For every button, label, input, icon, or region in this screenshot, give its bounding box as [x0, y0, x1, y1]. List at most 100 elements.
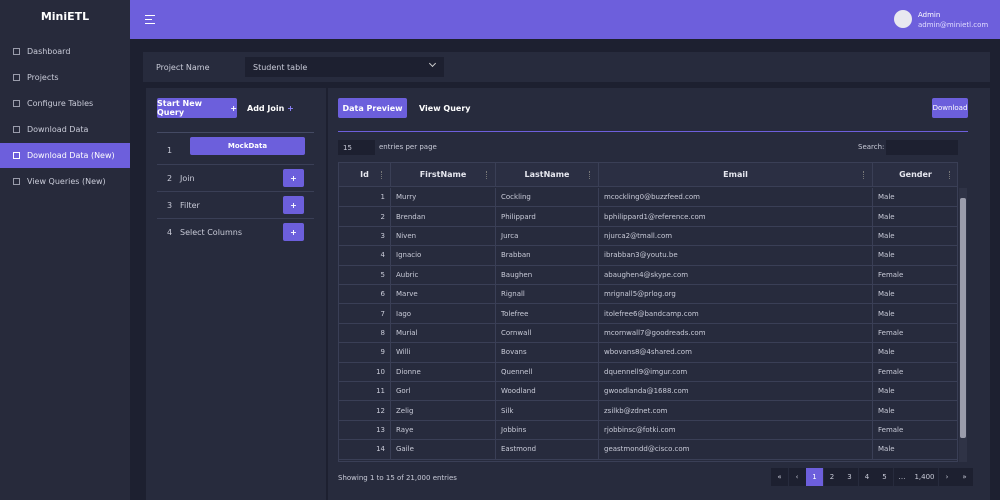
- column-title: Id: [360, 170, 369, 179]
- table-row: 10 Dionne Quennell dquennell9@imgur.com Fema…: [339, 362, 957, 382]
- data-preview-tab[interactable]: Data Preview: [338, 98, 407, 118]
- sidebar: MiniETL Dashboard Projects Configure Table…: [0, 0, 130, 500]
- page-button[interactable]: »: [956, 468, 973, 486]
- page-size-select[interactable]: 15: [338, 140, 375, 155]
- table-cell: Aubric: [391, 265, 496, 284]
- table-cell: 5: [339, 265, 391, 284]
- table-cell: Ignacio: [391, 246, 496, 265]
- page-size: 15: [343, 144, 352, 152]
- table-cell: Male: [873, 207, 957, 225]
- step-number: 1: [167, 146, 173, 155]
- column-header[interactable]: Gender: [873, 163, 957, 186]
- column-header[interactable]: Id: [339, 163, 391, 186]
- table-cell: Murial: [391, 323, 496, 343]
- table-cell: mcockling0@buzzfeed.com: [599, 188, 873, 207]
- table-cell: dquennell9@imgur.com: [599, 362, 873, 381]
- sort-icon: [863, 171, 866, 179]
- column-title: Gender: [899, 170, 932, 179]
- sort-icon: [949, 171, 952, 179]
- table-cell: geastmondd@cisco.com: [599, 440, 873, 459]
- table-cell: 13: [339, 420, 391, 440]
- table-cell: Baughen: [496, 265, 599, 284]
- step-label: MockData: [227, 142, 268, 150]
- table-cell: Cockling: [496, 188, 599, 207]
- table-cell: Female: [873, 421, 957, 439]
- step-source-button[interactable]: MockData: [190, 137, 305, 155]
- nav-item[interactable]: Configure Tables: [0, 91, 130, 116]
- add-join-button[interactable]: Add Join +: [247, 104, 294, 113]
- table-cell: Brabban: [496, 246, 599, 265]
- column-header[interactable]: LastName: [496, 163, 599, 186]
- table-cell: Jurca: [496, 226, 599, 246]
- button-text: Download: [932, 104, 968, 112]
- table-cell: Male: [873, 382, 957, 400]
- page-button[interactable]: 3: [841, 468, 858, 486]
- page-button[interactable]: 1,400: [911, 468, 938, 486]
- column-header[interactable]: FirstName: [391, 163, 496, 186]
- table-cell: Male: [873, 227, 957, 245]
- table-cell: 14: [339, 440, 391, 459]
- table-cell: Gaile: [391, 440, 496, 459]
- user-name: Admin: [918, 11, 941, 19]
- menu-toggle[interactable]: [145, 15, 155, 24]
- page-button[interactable]: …: [893, 468, 911, 486]
- nav-label: Projects: [27, 73, 59, 82]
- nav-item[interactable]: Projects: [0, 65, 130, 90]
- table-cell: Brendan: [391, 207, 496, 226]
- project-select[interactable]: Student table: [245, 57, 444, 77]
- table-cell: Iago: [391, 304, 496, 323]
- table-cell: Willi: [391, 343, 496, 362]
- table-cell: Male: [873, 188, 957, 206]
- view-query-tab[interactable]: View Query: [419, 104, 470, 113]
- table-cell: Female: [873, 363, 957, 381]
- table-row: 3 Niven Jurca njurca2@tmall.com Male: [339, 226, 957, 247]
- search-label: Search:: [858, 143, 885, 151]
- start-query-button[interactable]: Start New Query +: [157, 98, 237, 118]
- table-cell: 9: [339, 343, 391, 362]
- nav-item[interactable]: Download Data: [0, 117, 130, 142]
- nav-item[interactable]: Download Data (New): [0, 143, 130, 168]
- page-button[interactable]: «: [771, 468, 788, 486]
- table-row: 6 Marve Rignall mrignall5@prlog.org Male: [339, 285, 957, 305]
- table-row: 4 Ignacio Brabban ibrabban3@youtu.be Male: [339, 246, 957, 266]
- page-button[interactable]: 5: [876, 468, 893, 486]
- page-button[interactable]: 1: [806, 468, 823, 486]
- search-input[interactable]: [886, 140, 958, 155]
- nav-icon: [13, 152, 20, 159]
- project-value: Student table: [253, 63, 308, 72]
- table-cell: 10: [339, 362, 391, 381]
- table-cell: mcornwall7@goodreads.com: [599, 323, 873, 343]
- download-button[interactable]: Download: [932, 98, 968, 118]
- page-button[interactable]: 4: [858, 468, 876, 486]
- table-row: 5 Aubric Baughen abaughen4@skype.com Female: [339, 265, 957, 285]
- table-cell: Rignall: [496, 285, 599, 304]
- sort-icon: [381, 171, 384, 179]
- page-button[interactable]: ›: [938, 468, 956, 486]
- add-step-button[interactable]: +: [283, 169, 304, 187]
- scrollbar[interactable]: [959, 188, 967, 462]
- page-button[interactable]: 2: [823, 468, 841, 486]
- table-cell: gwoodlanda@1688.com: [599, 382, 873, 401]
- nav-icon: [13, 126, 20, 133]
- add-step-button[interactable]: +: [283, 196, 304, 214]
- nav-item[interactable]: Dashboard: [0, 39, 130, 64]
- avatar[interactable]: [894, 10, 912, 28]
- nav-icon: [13, 100, 20, 107]
- step-row: 3 Filter +: [157, 191, 314, 217]
- table-cell: wbovans8@4shared.com: [599, 343, 873, 362]
- user-email: admin@minietl.com: [918, 21, 989, 29]
- page-button[interactable]: ‹: [788, 468, 806, 486]
- table-cell: Marve: [391, 285, 496, 304]
- project-bar: Project Name Student table: [143, 52, 990, 82]
- step-number: 3: [167, 201, 173, 210]
- table-cell: bphilippard1@reference.com: [599, 207, 873, 226]
- nav-icon: [13, 74, 20, 81]
- column-header[interactable]: Email: [599, 163, 873, 186]
- step-row: 1 MockData: [157, 137, 314, 163]
- table-cell: Male: [873, 304, 957, 322]
- button-text: Start New Query: [157, 99, 203, 117]
- nav-item[interactable]: View Queries (New): [0, 169, 130, 194]
- table-cell: Female: [873, 266, 957, 284]
- add-step-button[interactable]: +: [283, 223, 304, 241]
